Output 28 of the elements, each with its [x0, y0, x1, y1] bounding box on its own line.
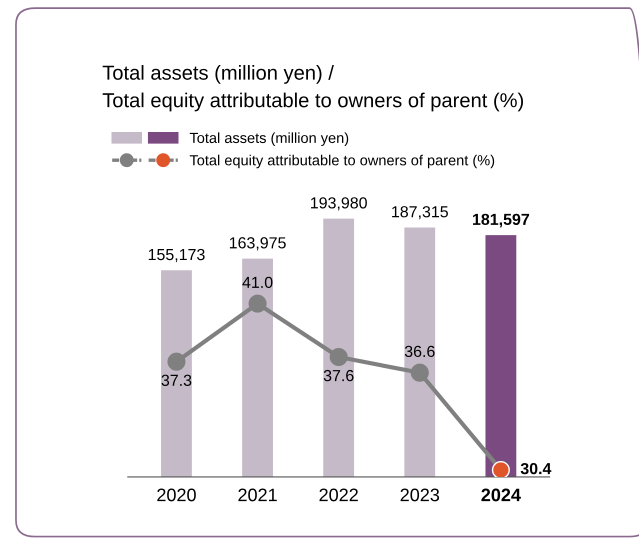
data-label: 163,975	[230, 237, 286, 250]
point	[167, 352, 186, 371]
x-tick-label: 2024	[481, 488, 521, 502]
x-tick-label: 2023	[400, 488, 440, 502]
bar	[161, 270, 192, 477]
bar	[323, 218, 354, 477]
point	[330, 348, 348, 366]
legend-label: Total assets (million yen)	[190, 132, 348, 146]
legend-label: Total equity attributable to owners of parent (%)	[190, 154, 494, 168]
data-label: 36.6	[404, 346, 435, 358]
data-label: 187,315	[392, 206, 448, 220]
bar	[404, 228, 436, 477]
data-label: 41.0	[242, 276, 272, 288]
bar	[485, 235, 516, 477]
chart-title: Total assets (million yen) / Total equity attributable to owners of parent (%)	[102, 65, 524, 112]
x-tick-label: 2021	[238, 488, 277, 502]
data-label: 37.3	[162, 374, 192, 386]
point	[410, 364, 429, 382]
data-label: 155,173	[148, 248, 205, 262]
bar	[242, 258, 273, 477]
point	[492, 460, 510, 477]
data-label: 30.4	[520, 462, 552, 474]
data-label: 37.6	[324, 370, 354, 382]
data-label: 193,980	[311, 197, 367, 210]
data-label: 181,597	[473, 214, 530, 228]
x-tick-label: 2020	[157, 488, 196, 502]
x-tick-label: 2022	[319, 488, 358, 502]
point	[248, 294, 267, 313]
